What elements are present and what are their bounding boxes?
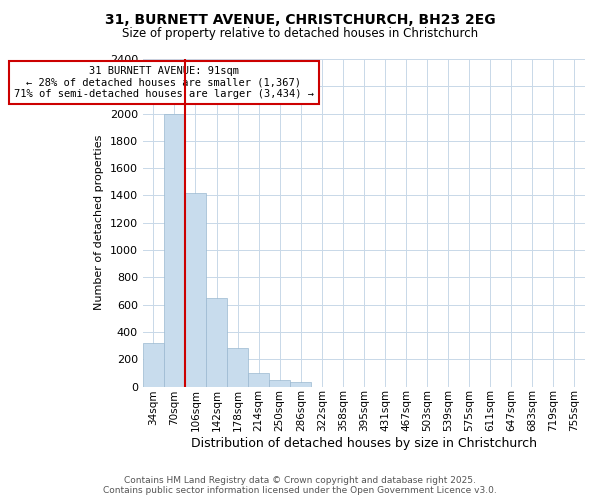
Text: 31, BURNETT AVENUE, CHRISTCHURCH, BH23 2EG: 31, BURNETT AVENUE, CHRISTCHURCH, BH23 2… bbox=[104, 12, 496, 26]
Bar bbox=[248, 373, 269, 386]
X-axis label: Distribution of detached houses by size in Christchurch: Distribution of detached houses by size … bbox=[191, 437, 537, 450]
Text: 31 BURNETT AVENUE: 91sqm
← 28% of detached houses are smaller (1,367)
71% of sem: 31 BURNETT AVENUE: 91sqm ← 28% of detach… bbox=[14, 66, 314, 99]
Bar bbox=[290, 382, 311, 386]
Text: Contains HM Land Registry data © Crown copyright and database right 2025.
Contai: Contains HM Land Registry data © Crown c… bbox=[103, 476, 497, 495]
Bar bbox=[185, 192, 206, 386]
Bar bbox=[227, 348, 248, 387]
Bar bbox=[164, 114, 185, 386]
Y-axis label: Number of detached properties: Number of detached properties bbox=[94, 135, 104, 310]
Text: Size of property relative to detached houses in Christchurch: Size of property relative to detached ho… bbox=[122, 28, 478, 40]
Bar bbox=[143, 343, 164, 386]
Bar bbox=[206, 298, 227, 386]
Bar bbox=[269, 380, 290, 386]
